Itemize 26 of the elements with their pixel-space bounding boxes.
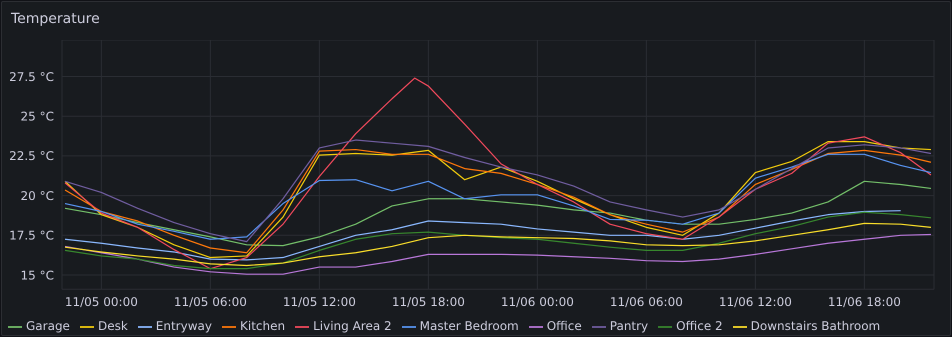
x-tick-label: 11/06 18:00	[828, 294, 901, 309]
y-tick-label: 22.5 °C	[9, 149, 54, 164]
legend-label: Pantry	[610, 319, 648, 334]
legend-label: Master Bedroom	[420, 319, 519, 334]
x-tick-label: 11/05 12:00	[282, 294, 356, 309]
legend-label: Office 2	[676, 319, 723, 334]
y-tick-label: 20 °C	[20, 188, 54, 203]
x-tick-label: 11/06 12:00	[718, 294, 792, 309]
legend-label: Desk	[98, 319, 128, 334]
legend-label: Living Area 2	[313, 319, 392, 334]
legend-label: Garage	[26, 319, 70, 334]
legend-label: Kitchen	[240, 319, 286, 334]
x-tick-label: 11/05 06:00	[174, 294, 247, 309]
x-tick-label: 11/06 06:00	[610, 294, 683, 309]
y-tick-label: 27.5 °C	[9, 70, 54, 84]
x-tick-label: 11/06 00:00	[500, 294, 574, 309]
x-tick-label: 11/05 00:00	[64, 294, 138, 309]
legend-label: Office	[546, 319, 582, 334]
y-tick-label: 15 °C	[20, 268, 54, 282]
chart-title: Temperature	[11, 11, 100, 27]
legend-label: Entryway	[156, 319, 212, 334]
line-series	[64, 210, 902, 261]
y-tick-label: 17.5 °C	[9, 228, 54, 243]
legend-label: Downstairs Bathroom	[750, 319, 880, 334]
y-tick-label: 25 °C	[20, 109, 54, 124]
x-tick-label: 11/05 18:00	[392, 294, 465, 309]
